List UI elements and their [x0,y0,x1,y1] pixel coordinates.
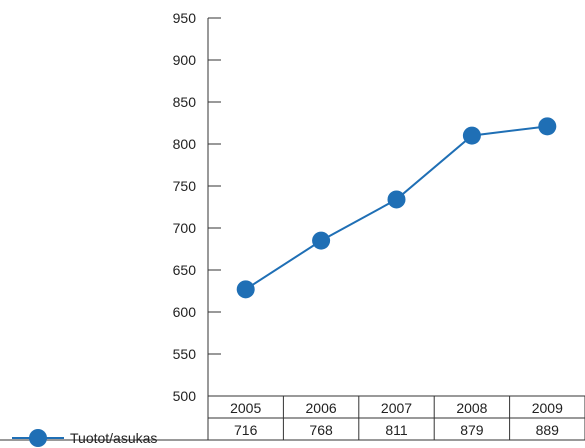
y-tick-label: 850 [173,94,197,110]
data-point [538,117,557,136]
x-category-label: 2009 [532,400,563,416]
y-tick-label: 900 [173,52,197,68]
x-category-label: 2006 [306,400,337,416]
table-value-cell: 716 [234,422,258,438]
y-tick-label: 650 [173,262,197,278]
series-layer [236,117,557,299]
data-point [236,280,255,299]
x-category-label: 2007 [381,400,412,416]
x-category-label: 2005 [230,400,261,416]
y-tick-label: 700 [173,220,197,236]
table-value-cell: 768 [309,422,333,438]
y-axis: 500 550 600 650 700 750 800 850 900 950 [173,10,221,440]
table-value-cell: 811 [385,422,408,438]
y-tick-label: 500 [173,388,197,404]
y-tick-label: 750 [173,178,197,194]
legend-marker [29,429,47,447]
data-point [462,126,481,145]
legend: Tuotot/asukas [12,429,157,447]
data-table: 2005 716 2006 768 2007 811 2008 879 2009 889 [0,395,585,441]
y-tick-label: 550 [173,346,197,362]
y-tick-label: 800 [173,136,197,152]
legend-label: Tuotot/asukas [70,430,157,446]
data-point [387,190,406,209]
y-tick-label: 600 [173,304,197,320]
x-category-label: 2008 [456,400,487,416]
table-value-cell: 889 [536,422,560,438]
y-tick-label: 950 [173,10,197,26]
data-point [312,231,331,250]
table-value-cell: 879 [460,422,484,438]
